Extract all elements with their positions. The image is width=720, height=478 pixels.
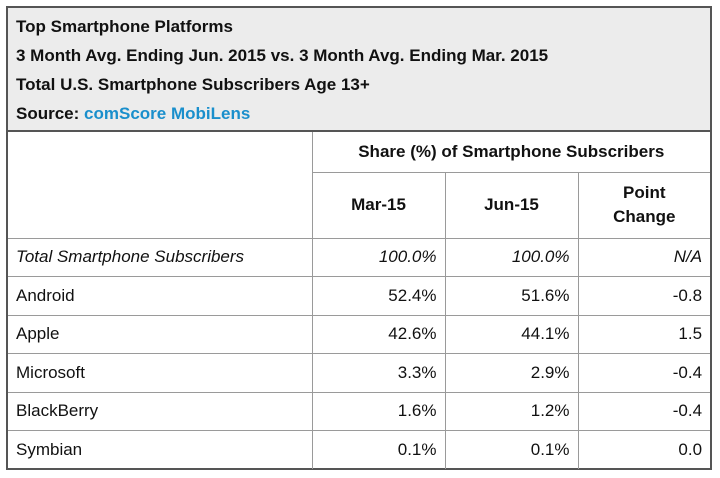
row-label: Symbian — [8, 430, 313, 469]
point-change-value: 0.0 — [577, 430, 711, 469]
column-header-row: Mar-15 Jun-15 Point Change — [8, 171, 711, 239]
row-label: Apple — [8, 314, 313, 354]
column-header-line: Mar-15 — [351, 195, 406, 214]
column-header-mar-15: Mar-15 — [312, 171, 446, 239]
mar-15-value: 0.1% — [311, 430, 446, 469]
jun-15-value: 51.6% — [444, 276, 579, 316]
jun-15-value: 1.2% — [444, 391, 579, 431]
mar-15-value: 100.0% — [311, 237, 446, 277]
group-header-row: Share (%) of Smartphone Subscribers — [8, 132, 711, 239]
column-header-line: Point — [623, 183, 666, 202]
jun-15-value: 2.9% — [444, 353, 579, 393]
mar-15-value: 52.4% — [311, 276, 446, 316]
table-title: Top Smartphone Platforms — [16, 17, 233, 36]
table-row: Total Smartphone Subscribers 100.0% 100.0%… — [8, 237, 711, 277]
point-change-value: N/A — [577, 237, 711, 277]
table-subtitle: 3 Month Avg. Ending Jun. 2015 vs. 3 Mont… — [16, 46, 549, 65]
point-change-value: -0.4 — [577, 391, 711, 431]
point-change-value: -0.8 — [577, 276, 711, 316]
column-header-line: Jun-15 — [484, 195, 539, 214]
column-header-jun-15: Jun-15 — [444, 171, 579, 239]
table-population: Total U.S. Smartphone Subscribers Age 13… — [16, 75, 370, 94]
source-label: Source: — [16, 104, 80, 123]
row-label: Microsoft — [8, 353, 313, 393]
source-name: comScore MobiLens — [84, 104, 251, 123]
mar-15-value: 42.6% — [311, 314, 446, 354]
data-table: Share (%) of Smartphone Subscribers Mar-… — [8, 132, 711, 469]
mar-15-value: 3.3% — [311, 353, 446, 393]
table-row: Apple 42.6% 44.1% 1.5 — [8, 314, 711, 354]
table-header-block: Top Smartphone Platforms 3 Month Avg. En… — [8, 8, 710, 132]
point-change-value: -0.4 — [577, 353, 711, 393]
point-change-value: 1.5 — [577, 314, 711, 354]
row-label: BlackBerry — [8, 391, 313, 431]
table-row: Symbian 0.1% 0.1% 0.0 — [8, 430, 711, 469]
column-header-line: Change — [613, 207, 676, 226]
table-row: Microsoft 3.3% 2.9% -0.4 — [8, 353, 711, 393]
table-row: Android 52.4% 51.6% -0.8 — [8, 276, 711, 316]
table-source: Source: comScore MobiLens — [16, 99, 702, 128]
table-frame: Top Smartphone Platforms 3 Month Avg. En… — [6, 6, 712, 470]
mar-15-value: 1.6% — [311, 391, 446, 431]
group-header: Share (%) of Smartphone Subscribers — [311, 132, 711, 173]
row-label: Total Smartphone Subscribers — [8, 237, 313, 277]
jun-15-value: 100.0% — [444, 237, 579, 277]
column-header-point-change: Point Change — [577, 171, 711, 239]
empty-corner-cell — [8, 132, 313, 239]
jun-15-value: 0.1% — [444, 430, 579, 469]
jun-15-value: 44.1% — [444, 314, 579, 354]
table-row: BlackBerry 1.6% 1.2% -0.4 — [8, 391, 711, 431]
row-label: Android — [8, 276, 313, 316]
